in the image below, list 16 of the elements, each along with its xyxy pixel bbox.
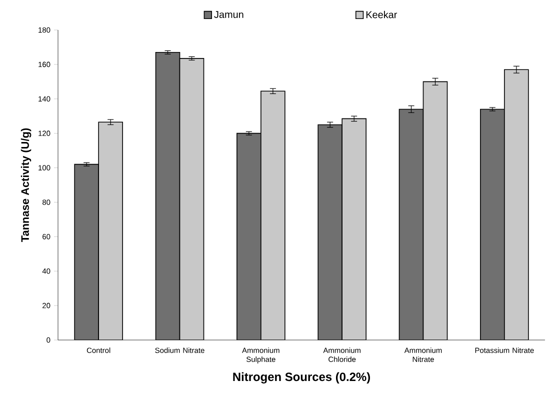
bar bbox=[236, 132, 262, 340]
bar bbox=[342, 118, 366, 340]
bar bbox=[480, 108, 505, 340]
bar bbox=[422, 81, 448, 340]
x-axis-title: Nitrogen Sources (0.2%) bbox=[233, 372, 370, 384]
bar bbox=[179, 58, 204, 340]
bar bbox=[74, 164, 99, 340]
legend-label: Keekar bbox=[366, 10, 398, 18]
legend-label: Jamun bbox=[214, 11, 244, 18]
bar bbox=[504, 69, 529, 340]
bar bbox=[398, 108, 424, 340]
bar bbox=[260, 90, 286, 340]
bar bbox=[318, 124, 342, 340]
y-axis-title: Tannase Activity (U/g) bbox=[20, 128, 32, 242]
bar bbox=[155, 52, 180, 340]
bar bbox=[98, 122, 123, 340]
